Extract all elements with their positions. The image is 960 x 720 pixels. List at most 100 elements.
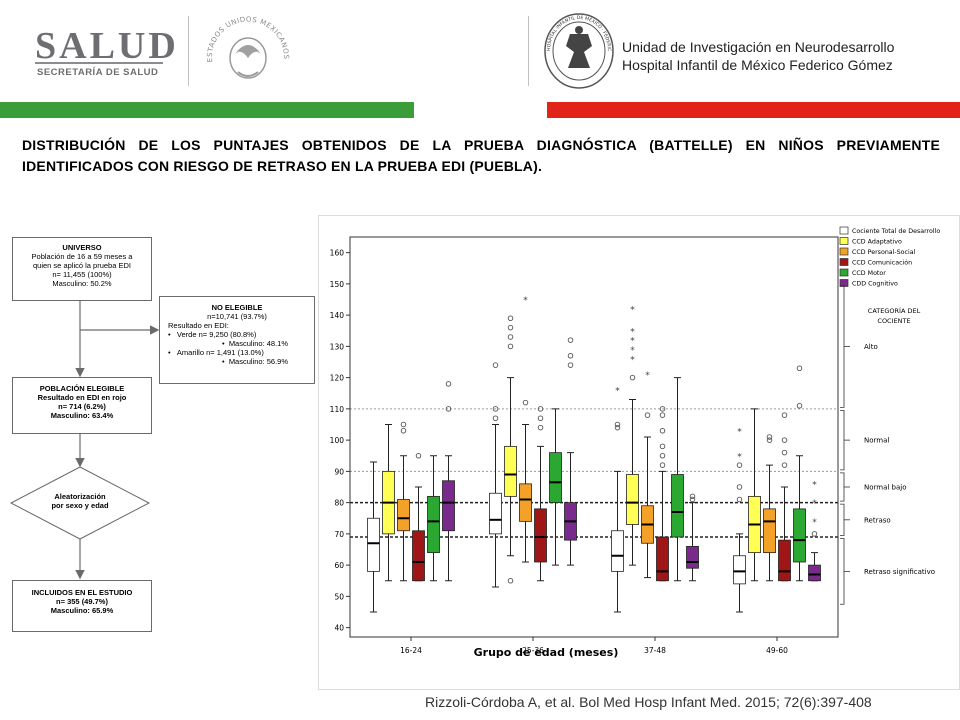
bullet-icon: • — [168, 348, 171, 357]
outlier-point — [659, 427, 666, 434]
y-tick-label: 100 — [330, 436, 345, 445]
outlier-point — [507, 324, 514, 331]
outlier-point — [507, 343, 514, 350]
boxplot-chart: 40 50 60 70 80 90 100 110 120 130 140 150 160 16-24 25… — [318, 215, 960, 690]
legend: Cociente Total de Desarrollo CCD Adaptati… — [839, 226, 940, 288]
hospital-name: Hospital Infantil de México Federico Góm… — [622, 57, 893, 73]
outlier-point — [781, 437, 788, 443]
legend-swatch — [839, 247, 849, 256]
category-title: COCIENTE — [877, 317, 910, 325]
citation: Rizzoli-Córdoba A, et al. Bol Med Hosp I… — [425, 694, 872, 710]
extreme-point: * — [812, 499, 817, 509]
outlier-point — [644, 412, 651, 418]
flow-line: por sexo y edad — [51, 501, 109, 510]
hospital-logo-icon: HOSPITAL INFANTIL DE MÉXICO · FEDERICO G… — [542, 12, 614, 89]
outlier-point — [659, 406, 666, 412]
extreme-point: * — [523, 296, 528, 306]
axes: 40 50 60 70 80 90 100 110 120 130 140 150 160 16-24 25… — [330, 236, 839, 655]
legend-swatch — [839, 237, 849, 245]
outlier-point — [796, 365, 803, 371]
box — [808, 564, 821, 582]
flow-heading: POBLACIÓN ELEGIBLE — [39, 384, 125, 393]
x-axis-label: Grupo de edad (meses) — [474, 646, 619, 659]
y-tick-label: 160 — [330, 249, 345, 258]
outlier-point — [629, 374, 636, 381]
salud-logo-rule — [35, 62, 163, 64]
outlier-point — [614, 424, 621, 431]
y-tick-label: 110 — [330, 405, 345, 414]
outlier-point — [659, 452, 666, 459]
flow-line: Masculino: 63.4% — [50, 411, 114, 420]
plot-frame — [349, 236, 839, 638]
salud-logo-text: SALUD — [35, 25, 179, 67]
legend-label: CCD Adaptativo — [852, 239, 902, 246]
y-tick-label: 130 — [330, 342, 345, 351]
extreme-point: * — [645, 371, 650, 381]
legend-label: CCD Personal-Social — [852, 249, 916, 256]
outlier-point — [659, 412, 666, 418]
x-tick-label: 16-24 — [400, 646, 422, 655]
flow-line: Verde n= 9,250 (80.8%) — [176, 330, 257, 339]
flow-line: Masculino: 50.2% — [52, 279, 112, 288]
box — [549, 452, 562, 504]
box — [427, 495, 440, 554]
box — [534, 508, 547, 563]
outlier-point — [445, 406, 452, 412]
green-banner-bar — [0, 102, 414, 118]
flow-heading: UNIVERSO — [62, 243, 102, 252]
y-tick-label: 50 — [334, 592, 344, 601]
category-label: Alto — [864, 343, 878, 351]
extreme-point: * — [812, 518, 817, 528]
outlier-point — [507, 334, 514, 340]
flow-line: Masculino: 65.9% — [50, 606, 114, 615]
outlier-point — [736, 484, 743, 490]
x-tick-label: 37-48 — [644, 646, 666, 655]
box — [442, 480, 455, 532]
outlier-point — [736, 496, 743, 503]
outlier-point — [492, 362, 499, 368]
extreme-point: * — [812, 480, 817, 490]
box — [504, 445, 517, 497]
category-label: Retraso — [864, 516, 891, 524]
outlier-point — [736, 462, 743, 468]
outlier-point — [400, 421, 407, 428]
outlier-point — [811, 531, 818, 537]
flow-box-no-elegible: NO ELEGIBLE n=10,741 (93.7%) Resultado e… — [159, 296, 315, 384]
legend-swatch — [839, 226, 849, 235]
outlier-point — [415, 452, 422, 459]
category-title: CATEGORÍA DEL — [868, 306, 921, 315]
category-bracket: CATEGORÍA DEL COCIENTE Alto Normal Normal ba… — [840, 284, 935, 605]
flow-line: Amarillo n= 1,491 (13.0%) — [176, 348, 264, 357]
category-label: Normal — [864, 437, 889, 445]
outlier-point — [537, 424, 544, 431]
y-tick-label: 40 — [334, 624, 344, 633]
outlier-point — [689, 496, 696, 503]
legend-label: Cociente Total de Desarrollo — [852, 228, 940, 235]
outlier-point — [537, 406, 544, 412]
outlier-point — [689, 493, 696, 500]
outlier-point — [537, 415, 544, 421]
extreme-point: * — [630, 327, 635, 337]
bullet-icon: • — [222, 339, 225, 348]
legend-label: CDD Cognitivo — [852, 281, 898, 288]
chart-background — [318, 215, 960, 690]
outlier-point — [522, 399, 529, 406]
y-tick-label: 140 — [330, 311, 345, 320]
flow-line: Masculino: 56.9% — [228, 357, 289, 366]
y-tick-label: 80 — [334, 499, 344, 508]
box — [397, 499, 410, 532]
extreme-point: * — [615, 387, 620, 397]
bullet-icon: • — [222, 357, 225, 366]
outlier-point — [781, 412, 788, 418]
outlier-point — [567, 362, 574, 368]
flow-heading: INCLUIDOS EN EL ESTUDIO — [31, 588, 133, 597]
legend-swatch — [839, 258, 849, 266]
flow-line: Resultado en EDI en rojo — [37, 393, 127, 402]
legend-label: CCD Motor — [852, 270, 886, 277]
outlier-point — [507, 315, 514, 321]
box — [367, 517, 380, 572]
outlier-point — [400, 427, 407, 434]
outlier-point — [567, 352, 574, 359]
box — [519, 483, 532, 522]
outlier-point — [766, 434, 773, 440]
